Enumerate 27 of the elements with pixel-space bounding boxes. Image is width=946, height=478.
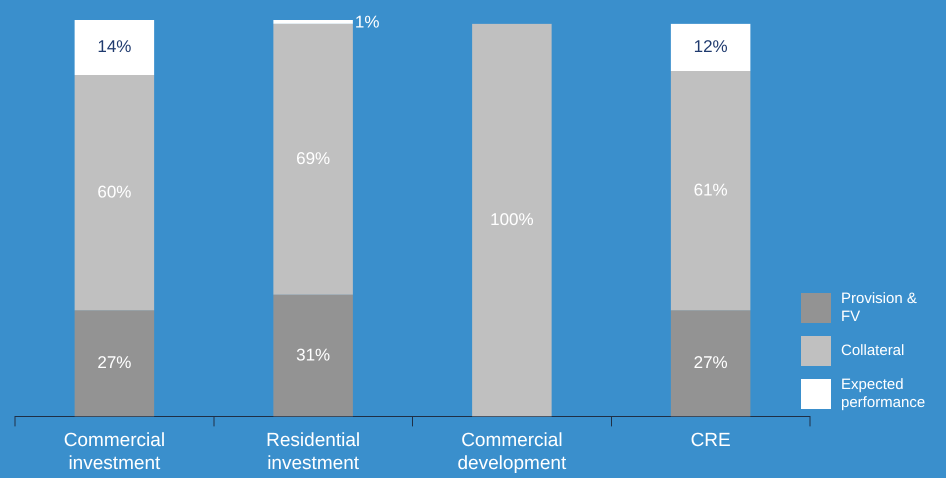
bar: [670, 71, 750, 310]
bar: [74, 20, 154, 75]
bar: [74, 74, 154, 310]
data-label: 14%: [97, 37, 132, 56]
x-tick-label: Commercial investment: [64, 430, 166, 474]
data-label: 69%: [296, 149, 330, 168]
data-label: 27%: [97, 353, 132, 372]
x-tick-label: Commercial development: [457, 430, 567, 474]
legend-label: Provision & FV: [841, 290, 918, 326]
legend-label: Collateral: [841, 342, 906, 360]
bar: [273, 294, 353, 416]
data-label: 61%: [694, 180, 728, 200]
bar: [670, 24, 750, 72]
data-label: 100%: [490, 210, 534, 229]
data-label: 1%: [354, 12, 380, 32]
data-label: 31%: [296, 345, 330, 364]
x-tick-label: CRE: [690, 430, 731, 452]
bar: [74, 310, 154, 416]
legend-label: Expected performance: [841, 376, 926, 412]
data-label: 60%: [97, 182, 132, 202]
bar: [472, 24, 552, 416]
bar: [670, 310, 750, 416]
x-tick-label: Residential investment: [266, 430, 360, 474]
data-label: 27%: [694, 353, 728, 372]
bar: [273, 20, 353, 24]
bar: [273, 24, 353, 295]
data-label: 12%: [694, 37, 728, 56]
